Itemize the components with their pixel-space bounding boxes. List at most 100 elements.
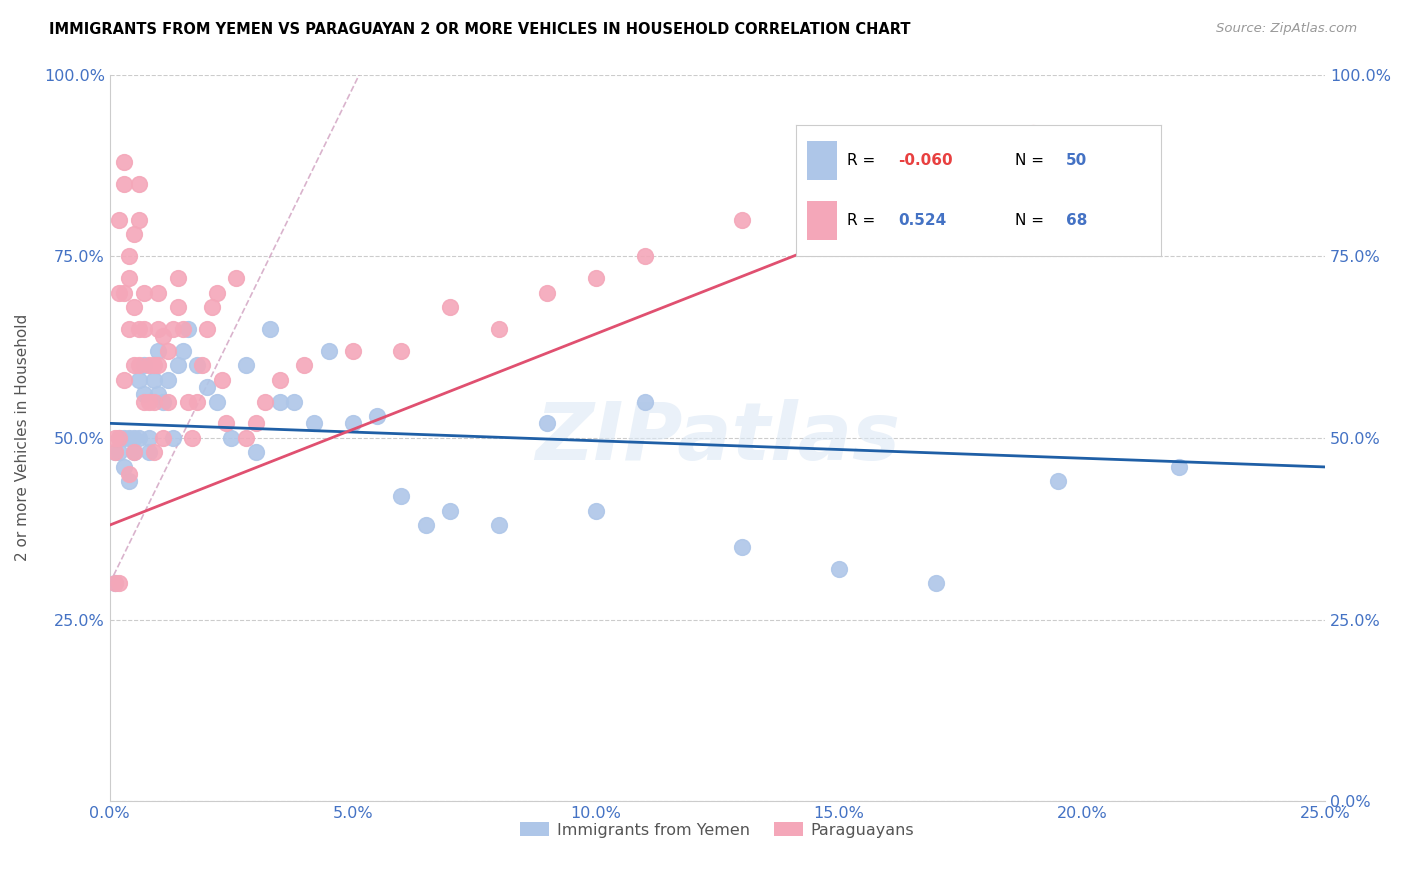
Point [108,285,131,300]
Point [633,394,655,409]
Point [142,373,165,387]
Point [536,417,558,431]
Point [112,285,135,300]
Text: IMMIGRANTS FROM YEMEN VS PARAGUAYAN 2 OR MORE VEHICLES IN HOUSEHOLD CORRELATION : IMMIGRANTS FROM YEMEN VS PARAGUAYAN 2 OR… [49,22,911,37]
Point [138,358,160,372]
Point [148,358,170,372]
Point [118,322,141,336]
Point [166,300,188,314]
Point [195,322,218,336]
Point [162,322,184,336]
Point [1022,126,1045,140]
Point [191,358,214,372]
Point [132,322,155,336]
Point [925,576,948,591]
Point [828,562,851,576]
Point [142,445,165,459]
Point [201,300,224,314]
Point [235,431,257,445]
Point [148,285,170,300]
Point [108,445,131,459]
Point [112,177,135,191]
Point [108,431,131,445]
Point [112,373,135,387]
Point [148,387,170,401]
Point [122,445,145,459]
Point [128,177,150,191]
Point [205,285,228,300]
Point [211,373,233,387]
Point [925,177,948,191]
Point [731,212,754,227]
Point [152,431,174,445]
Point [112,154,135,169]
Point [1046,475,1069,489]
Point [162,431,184,445]
Point [292,358,315,372]
Point [302,417,325,431]
Point [1168,459,1191,474]
Point [118,467,141,482]
Point [128,322,150,336]
Point [439,300,461,314]
Point [828,198,851,212]
Point [118,431,141,445]
Point [283,394,305,409]
Point [122,227,145,242]
Point [132,387,155,401]
Point [118,249,141,263]
Point [112,431,135,445]
Point [104,445,127,459]
Point [215,417,238,431]
Point [118,475,141,489]
Point [731,540,754,554]
Point [157,343,180,358]
Point [166,358,188,372]
Point [142,358,165,372]
Point [128,358,150,372]
Point [138,445,160,459]
Point [342,343,364,358]
Point [391,489,413,503]
Point [186,394,208,409]
Point [195,380,218,394]
Point [138,431,160,445]
Point [132,358,155,372]
Point [122,431,145,445]
Point [488,322,510,336]
Point [104,431,127,445]
Point [318,343,340,358]
Point [259,322,281,336]
Point [128,431,150,445]
Point [172,322,194,336]
Point [118,271,141,285]
Point [148,343,170,358]
Point [104,576,127,591]
Point [254,394,277,409]
Point [157,394,180,409]
Point [585,503,607,517]
Point [128,212,150,227]
Point [186,358,208,372]
Point [166,271,188,285]
Point [176,394,198,409]
Point [439,503,461,517]
Point [122,445,145,459]
Text: Source: ZipAtlas.com: Source: ZipAtlas.com [1216,22,1357,36]
Point [633,249,655,263]
Point [488,518,510,533]
Point [108,212,131,227]
Point [104,576,127,591]
Point [132,394,155,409]
Point [157,373,180,387]
Point [138,394,160,409]
Point [221,431,243,445]
Point [176,322,198,336]
Text: ZIPatlas: ZIPatlas [534,399,900,477]
Point [269,373,291,387]
Y-axis label: 2 or more Vehicles in Household: 2 or more Vehicles in Household [15,314,30,561]
Point [245,445,267,459]
Point [152,394,174,409]
Point [108,431,131,445]
Point [108,576,131,591]
